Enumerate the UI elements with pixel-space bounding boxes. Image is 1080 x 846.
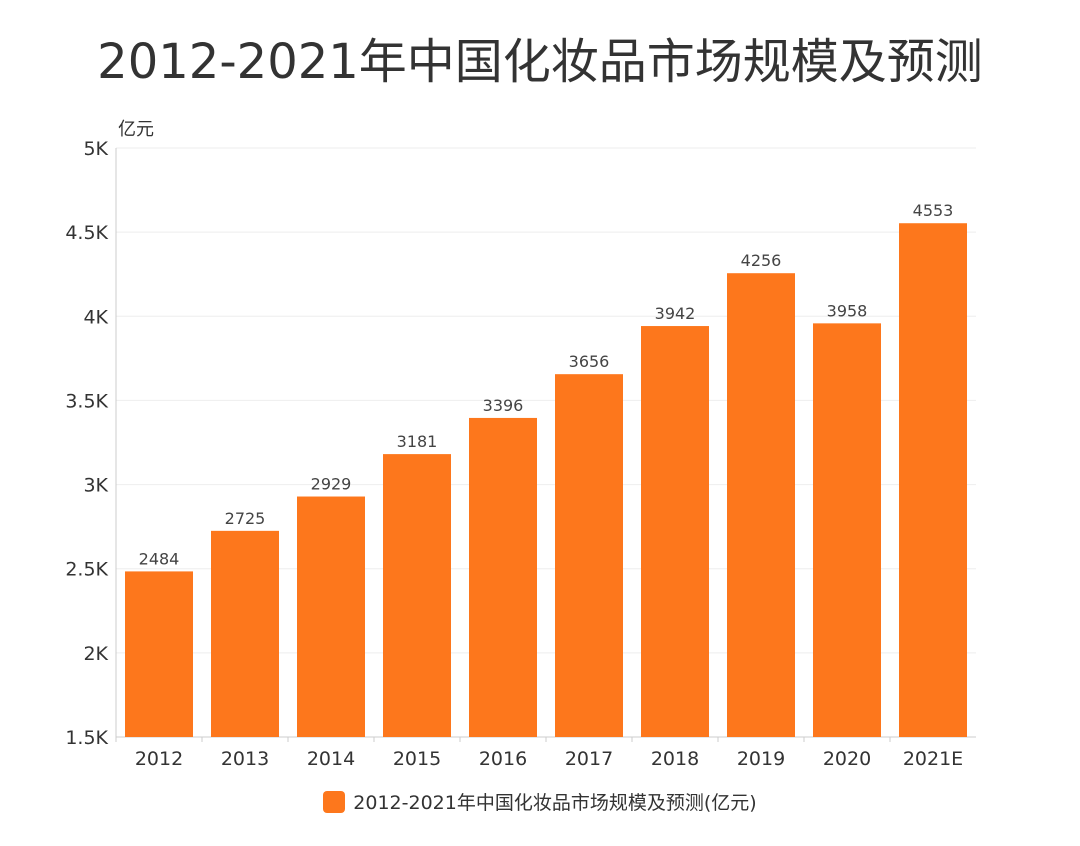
x-tick-label-2021E: 2021E bbox=[903, 748, 963, 770]
legend-swatch bbox=[323, 790, 346, 813]
bars bbox=[125, 223, 967, 738]
y-tick-label: 2K bbox=[83, 643, 108, 665]
bar-2012[interactable] bbox=[125, 571, 193, 737]
bar-2021E[interactable] bbox=[899, 223, 967, 738]
x-tick-label-2012: 2012 bbox=[135, 748, 183, 770]
bar-2019[interactable] bbox=[727, 273, 795, 737]
bar-2017[interactable] bbox=[555, 374, 623, 737]
y-tick-label: 4K bbox=[83, 306, 108, 328]
x-tick-label-2014: 2014 bbox=[307, 748, 355, 770]
y-tick-label: 1.5K bbox=[65, 727, 108, 749]
x-axis-ticks: 2012 2013 2014 2015 2016 2017 2018 2019 2020 2021… bbox=[115, 737, 963, 770]
bar-2020[interactable] bbox=[813, 323, 881, 737]
bar-2018[interactable] bbox=[641, 326, 709, 737]
x-tick-label-2020: 2020 bbox=[823, 748, 871, 770]
bar-2014[interactable] bbox=[297, 496, 365, 737]
bar-2015[interactable] bbox=[383, 454, 451, 737]
y-tick-label: 3.5K bbox=[65, 390, 108, 412]
y-tick-label: 2.5K bbox=[65, 559, 108, 581]
data-label-2013: 2725 bbox=[225, 509, 266, 528]
data-label-2019: 4256 bbox=[741, 251, 782, 270]
data-label-2015: 3181 bbox=[397, 432, 438, 451]
data-label-2020: 3958 bbox=[827, 301, 868, 320]
bar-2013[interactable] bbox=[211, 530, 279, 737]
y-tick-label: 4.5K bbox=[65, 222, 108, 244]
data-label-2021E: 4553 bbox=[913, 201, 954, 220]
x-tick-label-2016: 2016 bbox=[479, 748, 527, 770]
legend-label: 2012-2021年中国化妆品市场规模及预测(亿元) bbox=[353, 792, 757, 814]
y-axis-ticks: 1.5K 2K 2.5K 3K 3.5K 4K 4.5K 5K bbox=[65, 138, 108, 749]
legend[interactable]: 2012-2021年中国化妆品市场规模及预测(亿元) bbox=[0, 788, 1080, 815]
bar-2016[interactable] bbox=[469, 417, 537, 737]
x-tick-label-2017: 2017 bbox=[565, 748, 613, 770]
x-tick-label-2013: 2013 bbox=[221, 748, 269, 770]
y-axis-unit-label: 亿元 bbox=[118, 119, 154, 140]
x-tick-label-2018: 2018 bbox=[651, 748, 699, 770]
data-label-2014: 2929 bbox=[311, 475, 352, 494]
x-tick-label-2015: 2015 bbox=[393, 748, 441, 770]
y-tick-label: 5K bbox=[83, 138, 108, 160]
data-label-2018: 3942 bbox=[655, 304, 696, 323]
x-tick-label-2019: 2019 bbox=[737, 748, 785, 770]
data-label-2012: 2484 bbox=[139, 549, 180, 568]
y-tick-label: 3K bbox=[83, 475, 108, 497]
data-labels: 2484 2725 2929 3181 3396 3656 3942 4256 3958 4553 bbox=[139, 201, 954, 568]
chart-title: 2012-2021年中国化妆品市场规模及预测 bbox=[97, 34, 983, 90]
data-label-2017: 3656 bbox=[569, 352, 610, 371]
data-label-2016: 3396 bbox=[483, 396, 524, 415]
